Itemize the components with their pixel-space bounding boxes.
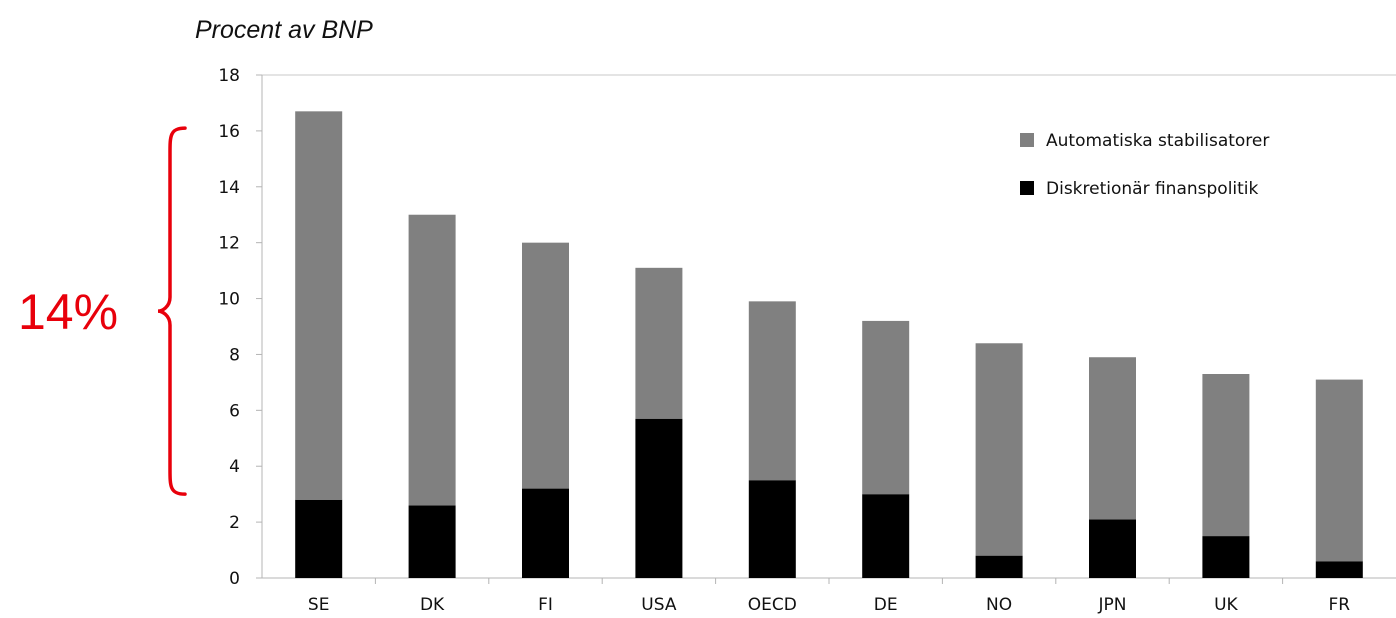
bar-segment-diskretionar-no [975, 555, 1023, 578]
legend-label: Automatiska stabilisatorer [1046, 131, 1269, 151]
y-tick-label: 12 [218, 234, 240, 254]
x-tick-label: NO [986, 595, 1012, 615]
bar-segment-automatiska-de [862, 320, 910, 495]
bar-segment-automatiska-no [975, 343, 1023, 556]
legend-swatch [1020, 133, 1034, 147]
annotation-label: 14% [18, 284, 118, 340]
bar-segment-automatiska-oecd [748, 301, 796, 481]
bar-segment-automatiska-se [295, 111, 343, 500]
x-tick-label: OECD [748, 595, 797, 615]
y-tick-label: 10 [218, 290, 240, 310]
bar-segment-diskretionar-fr [1315, 561, 1363, 578]
x-tick-label: USA [641, 595, 677, 615]
legend: Automatiska stabilisatorer Diskretionär f… [1020, 131, 1269, 199]
legend-swatch [1020, 181, 1034, 195]
bar-segment-automatiska-jpn [1089, 357, 1136, 520]
bar-segment-diskretionar-fi [522, 488, 569, 578]
legend-label: Diskretionär finanspolitik [1046, 179, 1259, 199]
y-tick-label: 14 [218, 178, 240, 198]
x-tick-label: DK [420, 595, 445, 615]
bar-segment-automatiska-fr [1315, 379, 1363, 562]
bar-segment-diskretionar-jpn [1089, 519, 1136, 578]
y-tick-label: 8 [229, 345, 240, 365]
bar-segment-diskretionar-oecd [748, 480, 796, 578]
y-tick-label: 0 [229, 569, 240, 589]
y-tick-label: 2 [229, 513, 240, 533]
y-tick-labels: 0 2 4 6 8 10 12 14 16 18 [218, 66, 240, 589]
x-tick-label: DE [874, 595, 898, 615]
bar-segment-automatiska-fi [522, 242, 569, 489]
y-tick-label: 6 [229, 401, 240, 421]
bar-segment-diskretionar-de [862, 494, 910, 578]
x-tick-label: SE [308, 595, 330, 615]
bar-segment-automatiska-uk [1202, 374, 1250, 537]
x-tick-label: FR [1329, 595, 1351, 615]
bar-segment-diskretionar-dk [408, 505, 456, 578]
bar-segment-diskretionar-se [295, 499, 343, 578]
y-tick-label: 16 [218, 122, 240, 142]
x-tick-label: FI [538, 595, 553, 615]
bars [295, 111, 1363, 578]
x-tick-label: UK [1214, 595, 1238, 615]
chart-title: Procent av BNP [195, 16, 373, 44]
bar-segment-automatiska-usa [635, 267, 683, 419]
curly-brace-annotation [157, 126, 187, 496]
y-tick-label: 4 [229, 457, 240, 477]
annotation: 14% [18, 126, 187, 496]
x-tick-label: JPN [1098, 595, 1127, 615]
x-tick-labels: SE DK FI USA OECD DE NO JPN UK FR [308, 595, 1350, 615]
bar-segment-diskretionar-usa [635, 418, 683, 578]
y-tick-label: 18 [218, 66, 240, 86]
bar-segment-diskretionar-uk [1202, 536, 1250, 578]
bar-segment-automatiska-dk [408, 214, 456, 506]
